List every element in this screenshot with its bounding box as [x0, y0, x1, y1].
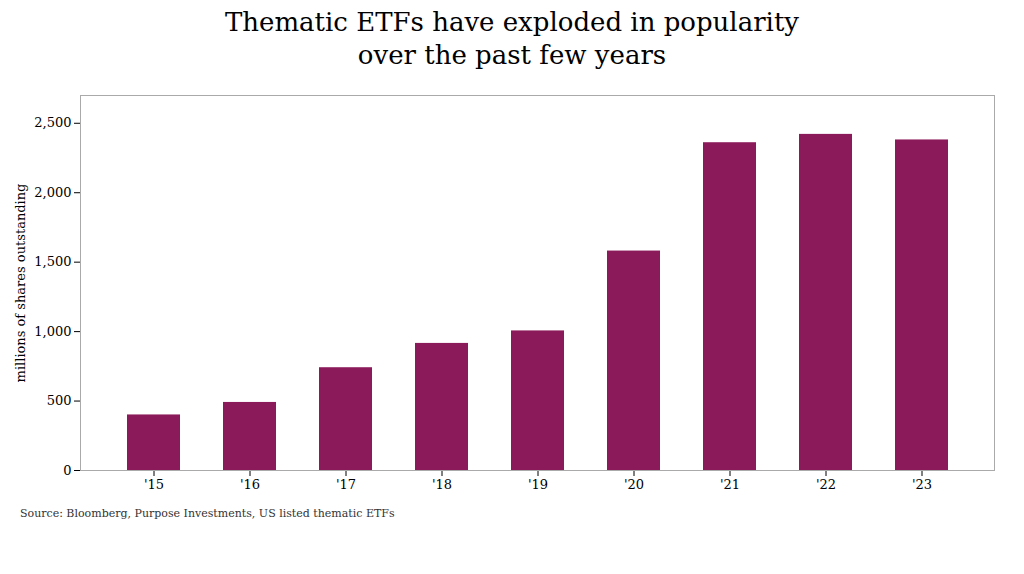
html-text:Source: Bloomberg, Purpose Inv: Source: Bloomberg, Purpose Investments, … [20, 507, 395, 520]
svg-text:'21: '21 [720, 477, 740, 492]
svg-text:millions of shares outstanding: millions of shares outstanding [13, 184, 28, 383]
svg-text:'16: '16 [240, 477, 260, 492]
html-text:Thematic ETFs have exploded in: Thematic ETFs have exploded in popularit… [225, 7, 799, 70]
svg-text:'15: '15 [144, 477, 164, 492]
svg-text:'23: '23 [912, 477, 932, 492]
svg-text:2,000: 2,000 [34, 185, 71, 200]
svg-text:1,500: 1,500 [34, 254, 71, 269]
svg-text:'22: '22 [816, 477, 836, 492]
svg-text:'20: '20 [624, 477, 644, 492]
svg-text:'18: '18 [432, 477, 452, 492]
svg-text:'17: '17 [336, 477, 356, 492]
svg-text:2,500: 2,500 [34, 115, 71, 130]
svg-text:500: 500 [47, 393, 72, 408]
svg-text:1,000: 1,000 [34, 324, 71, 339]
svg-text:0: 0 [63, 463, 71, 478]
svg-text:'19: '19 [528, 477, 548, 492]
